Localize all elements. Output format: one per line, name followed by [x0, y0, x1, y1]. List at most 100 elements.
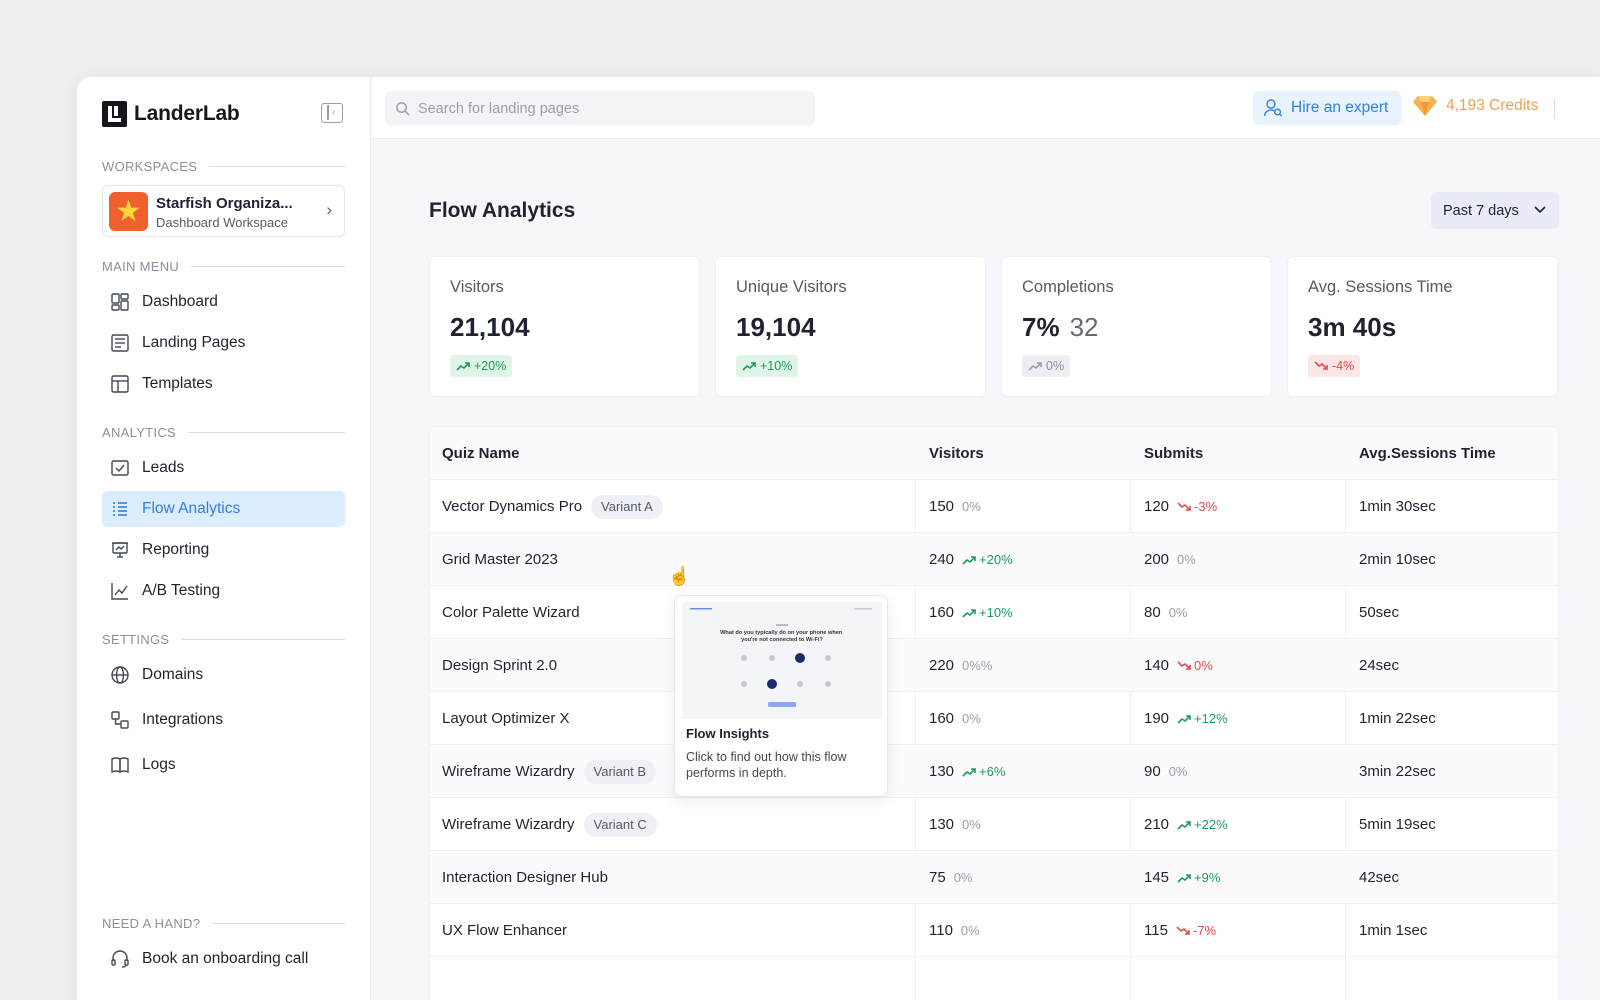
submits-cell: 115 -7% [1144, 904, 1216, 957]
workspace-switcher[interactable]: ★ Starfish Organiza... Dashboard Workspa… [102, 185, 345, 237]
variant-badge: Variant B [583, 759, 657, 784]
visitors-change: 0% [954, 870, 973, 885]
submits-value: 210 [1144, 816, 1170, 833]
table-row[interactable]: Color Palette Wizard 160 +10% 80 0% 50sec [430, 586, 1558, 639]
visitors-cell: 220 0%% [929, 639, 992, 692]
avg-session-time-cell: 1min 30sec [1359, 480, 1436, 533]
sidebar-item-dashboard[interactable]: Dashboard [102, 284, 345, 320]
submits-change: 0% [1177, 658, 1213, 673]
table-row[interactable]: Layout Optimizer X 160 0% 190 +12% 1min 22sec [430, 692, 1558, 745]
quiz-name[interactable]: Design Sprint 2.0 [442, 657, 558, 674]
quiz-name[interactable]: Layout Optimizer X [442, 710, 570, 727]
column-header-submits[interactable]: Submits [1144, 445, 1204, 462]
table-row[interactable]: Design Sprint 2.0 220 0%% 140 0% 24sec [430, 639, 1558, 692]
stat-label: Visitors [450, 278, 504, 296]
submits-cell: 210 +22% [1144, 798, 1228, 851]
visitors-change: 0% [962, 711, 981, 726]
globe-icon [110, 665, 130, 685]
search-box[interactable] [385, 91, 815, 126]
stat-card-avg-session-time: Avg. Sessions Time 3m 40s -4% [1287, 256, 1558, 397]
workspace-avatar-star-icon: ★ [109, 192, 148, 231]
flow-preview-image: What do you typically do on your phone w… [682, 602, 882, 719]
sidebar-item-flow-analytics[interactable]: Flow Analytics [102, 491, 345, 527]
change-value: -7% [1192, 923, 1217, 938]
table-row[interactable]: Vector Dynamics Pro Variant A 150 0% 120 -3% 1… [430, 480, 1558, 533]
diamond-icon [1413, 96, 1437, 116]
quiz-name[interactable]: Interaction Designer Hub [442, 869, 608, 886]
change-value: 0% [1168, 764, 1188, 779]
table-row[interactable]: Grid Master 2023 240 +20% 200 0% 2min 10sec [430, 533, 1558, 586]
chevron-down-icon [1534, 206, 1546, 214]
date-range-select[interactable]: Past 7 days [1431, 192, 1559, 229]
hire-expert-button[interactable]: Hire an expert [1253, 91, 1401, 125]
sidebar-item-leads[interactable]: Leads [102, 450, 345, 486]
flow-insights-tooltip[interactable]: What do you typically do on your phone w… [674, 595, 888, 797]
change-value: +20% [979, 552, 1013, 567]
table-row[interactable]: Wireframe Wizardry Variant B 130 +6% 90 0% 3mi… [430, 745, 1558, 798]
visitors-cell: 110 0% [929, 904, 980, 957]
change-value: +6% [979, 764, 1006, 779]
stat-value: 3m 40s [1308, 312, 1396, 343]
credits-display[interactable]: 4,193 Credits [1412, 95, 1538, 117]
sidebar-item-ab-testing[interactable]: A/B Testing [102, 573, 345, 609]
trend-down-icon [1177, 660, 1191, 670]
sidebar-item-integrations[interactable]: Integrations [102, 702, 345, 738]
top-bar: Hire an expert 4,193 Credits [372, 77, 1600, 139]
quiz-name[interactable]: Grid Master 2023 [442, 551, 558, 568]
trend-neutral-icon [1028, 362, 1042, 371]
change-value: 0% [960, 923, 980, 938]
variant-badge: Variant A [591, 494, 663, 519]
visitors-change: 0% [962, 817, 981, 832]
change-value: -3% [1194, 499, 1218, 514]
flow-icon [110, 499, 130, 519]
submits-value: 90 [1144, 763, 1161, 780]
change-value: 0%% [962, 658, 993, 673]
sidebar-item-landing-pages[interactable]: Landing Pages [102, 325, 345, 361]
integrations-icon [110, 710, 130, 730]
change-value: +9% [1194, 870, 1221, 885]
sidebar-item-domains[interactable]: Domains [102, 657, 345, 693]
tooltip-title: Flow Insights [686, 726, 770, 741]
sidebar-item-label: Reporting [142, 541, 210, 558]
collapse-sidebar-icon[interactable]: ‹ [321, 103, 343, 123]
quiz-name[interactable]: Vector Dynamics Pro [442, 498, 583, 515]
quiz-name-cell: Wireframe Wizardry Variant C [442, 798, 657, 851]
table-row[interactable]: Interaction Designer Hub 75 0% 145 +9% 42sec [430, 851, 1558, 904]
quiz-name-cell: Grid Master 2023 [442, 533, 558, 586]
visitors-value: 75 [929, 869, 946, 886]
quiz-name[interactable]: UX Flow Enhancer [442, 922, 568, 939]
trend-badge: +10% [736, 355, 799, 377]
sidebar-item-logs[interactable]: Logs [102, 747, 345, 783]
change-value: 0% [1168, 605, 1188, 620]
column-header-avg-session-time[interactable]: Avg.Sessions Time [1359, 445, 1496, 462]
user-search-icon [1263, 99, 1282, 117]
visitors-change: 0% [961, 923, 980, 938]
submits-change: 0% [1177, 552, 1196, 567]
table-row[interactable]: Wireframe Wizardry Variant C 130 0% 210 +22% 5… [430, 798, 1558, 851]
sidebar-item-reporting[interactable]: Reporting [102, 532, 345, 568]
submits-change: +22% [1177, 817, 1228, 832]
trend-down-icon [1314, 361, 1328, 370]
submits-cell: 190 +12% [1144, 692, 1228, 745]
column-header-visitors[interactable]: Visitors [929, 445, 984, 462]
sidebar: LanderLab ‹ WORKSPACES ★ Starfish Organi… [77, 77, 371, 1000]
stat-card-unique-visitors: Unique Visitors 19,104 +10% [715, 256, 986, 397]
change-value: 0% [962, 499, 981, 514]
stat-value: 21,104 [450, 312, 530, 343]
trend-value: -4% [1332, 359, 1355, 373]
column-header-quiz-name[interactable]: Quiz Name [442, 445, 520, 462]
sidebar-item-templates[interactable]: Templates [102, 366, 345, 402]
trend-up-icon [1177, 714, 1191, 724]
quiz-name[interactable]: Color Palette Wizard [442, 604, 580, 621]
template-icon [110, 374, 130, 394]
quiz-name[interactable]: Wireframe Wizardry [442, 763, 575, 780]
page-title: Flow Analytics [429, 199, 576, 222]
logo[interactable]: LanderLab [102, 101, 240, 127]
search-input[interactable] [418, 100, 798, 117]
app-window: LanderLab ‹ WORKSPACES ★ Starfish Organi… [77, 77, 1600, 1000]
table-row[interactable]: UX Flow Enhancer 110 0% 115 -7% 1min 1sec [430, 904, 1558, 957]
sidebar-item-label: Logs [142, 756, 176, 773]
sidebar-item-book-onboarding-call[interactable]: Book an onboarding call [102, 941, 345, 977]
quiz-name[interactable]: Wireframe Wizardry [442, 816, 575, 833]
change-value: +10% [979, 605, 1013, 620]
